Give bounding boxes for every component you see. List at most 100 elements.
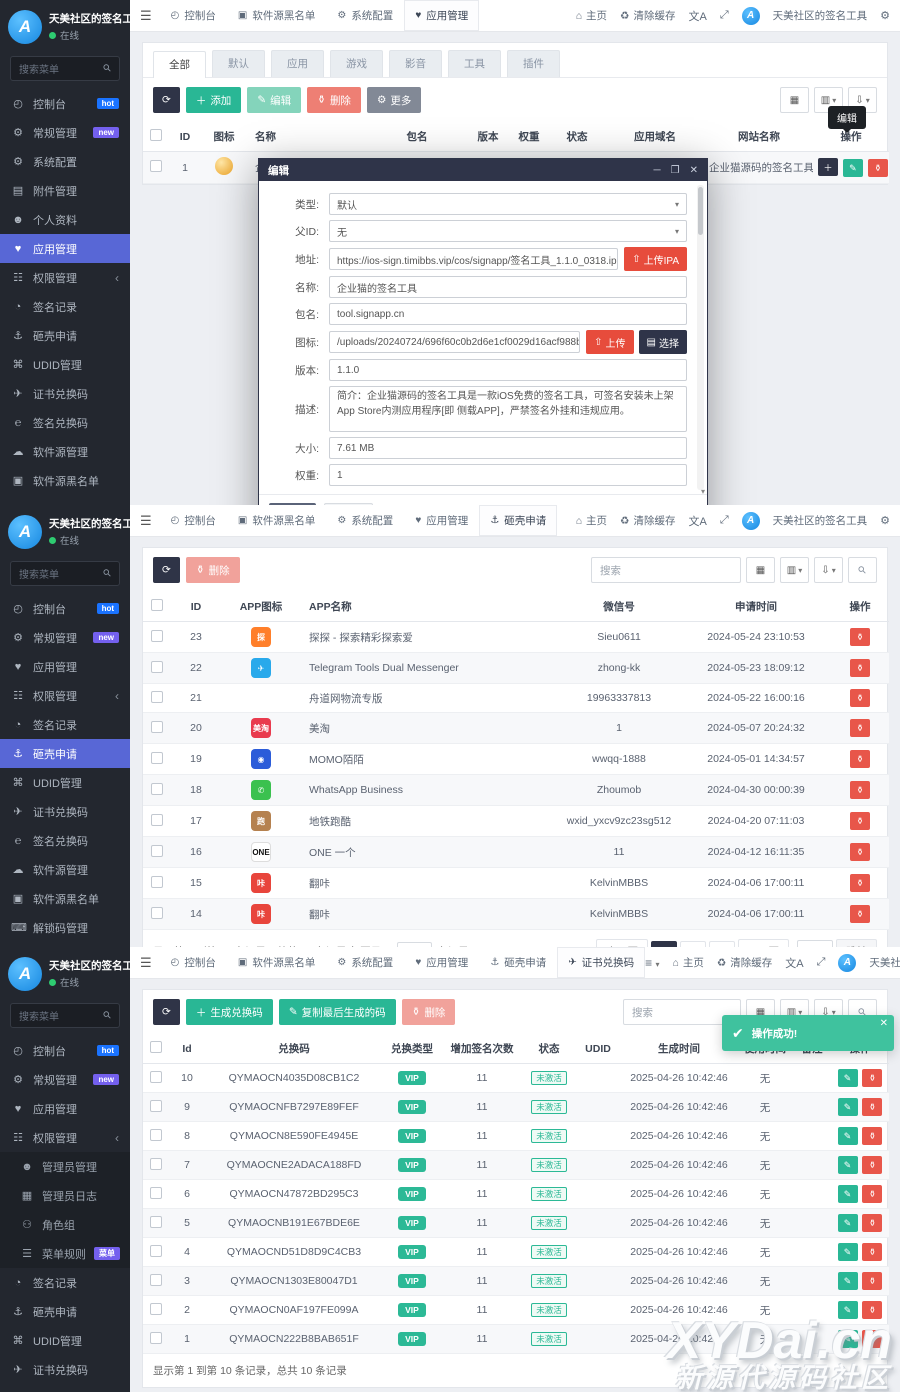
row-delete-button[interactable]: ⚱ (850, 812, 870, 830)
sidebar-item[interactable]: ♥ 应用管理 ‹ (0, 1094, 130, 1123)
sidebar-search-input[interactable]: 搜索菜单 ⚲ (10, 56, 120, 81)
search-icon[interactable]: ⚲ (848, 557, 877, 583)
row-delete-button[interactable]: ⚱ (850, 659, 870, 677)
row-edit-button[interactable]: ✎ (842, 159, 863, 177)
row-delete-button[interactable]: ⚱ (867, 159, 888, 177)
category-tab[interactable]: 应用 (271, 50, 324, 77)
row-checkbox[interactable] (150, 1273, 162, 1286)
nav-tab[interactable]: ▣ 软件源黑名单 (237, 957, 316, 969)
minimize-icon[interactable]: ─ (653, 164, 661, 176)
weight-field[interactable]: 1 (329, 464, 687, 486)
nav-tab[interactable]: ♥ 应用管理 (415, 515, 469, 527)
row-checkbox[interactable] (150, 1186, 162, 1199)
sidebar-item[interactable]: ⌨ 解锁码管理 ‹ (0, 913, 130, 942)
reset-button[interactable]: 重置 (324, 503, 373, 505)
row-checkbox[interactable] (151, 720, 163, 733)
nav-tab[interactable]: ◴ 控制台 (170, 515, 216, 527)
jump-button[interactable]: 跳转 (836, 939, 877, 947)
row-checkbox[interactable] (150, 1244, 162, 1257)
avatar[interactable]: A (741, 511, 760, 530)
refresh-button[interactable]: ⟳ (153, 557, 180, 583)
row-delete-button[interactable]: ⚱ (850, 781, 870, 799)
menu-toggle-icon[interactable]: ☰ (140, 7, 152, 23)
nav-tab[interactable]: ⚙ 系统配置 (337, 10, 394, 22)
fullscreen-icon[interactable]: ⤢ (719, 9, 729, 21)
row-checkbox[interactable] (150, 1331, 162, 1344)
icon-path-field[interactable]: /uploads/20240724/696f60c0b2d6e1cf0029d1… (329, 331, 581, 353)
sidebar-item[interactable]: ◴ 控制台 hot ‹ (0, 89, 130, 118)
sidebar-item[interactable]: ✈ 证书兑换码 ‹ (0, 1355, 130, 1384)
sidebar-item[interactable]: ℮ 签名兑换码 ‹ (0, 408, 130, 437)
nav-tab[interactable]: ▣ 软件源黑名单 (237, 10, 316, 22)
home-link[interactable]: ⌂ 主页 (575, 514, 608, 528)
sidebar-item[interactable]: ◔ 签名记录 ‹ (0, 292, 130, 321)
version-field[interactable]: 1.1.0 (329, 359, 687, 381)
row-checkbox[interactable] (151, 629, 163, 642)
delete-button[interactable]: ⚱ 删除 (307, 87, 361, 113)
sidebar-item[interactable]: ◴ 控制台 hot ‹ (0, 1036, 130, 1065)
select-all-checkbox[interactable] (150, 1041, 162, 1053)
row-delete-button[interactable]: ⚱ (862, 1243, 883, 1261)
size-field[interactable]: 7.61 MB (329, 437, 687, 459)
description-textarea[interactable]: 简介：企业猫源码的签名工具是一款iOS免费的签名工具，可签名安装未上架App S… (329, 386, 687, 432)
row-delete-button[interactable]: ⚱ (850, 843, 870, 861)
row-checkbox[interactable] (150, 1157, 162, 1170)
row-delete-button[interactable]: ⚱ (850, 628, 870, 646)
row-edit-button[interactable]: ✎ (837, 1214, 858, 1232)
row-edit-button[interactable]: ✎ (837, 1098, 858, 1116)
home-link[interactable]: ⌂ 主页 (672, 956, 704, 970)
row-delete-button[interactable]: ⚱ (862, 1185, 883, 1203)
row-checkbox[interactable] (150, 1070, 162, 1083)
settings-icon[interactable]: ⚙ (880, 515, 890, 527)
sidebar-search-input[interactable]: 搜索菜单 ⚲ (10, 561, 120, 586)
refresh-button[interactable]: ⟳ (153, 999, 180, 1025)
row-checkbox[interactable] (151, 690, 163, 703)
avatar[interactable]: A (741, 6, 760, 25)
sidebar-item[interactable]: ⚙ 系统配置 ‹ (0, 147, 130, 176)
generate-code-button[interactable]: ＋生成兑换码 (185, 999, 273, 1025)
row-checkbox[interactable] (150, 1128, 162, 1141)
row-delete-button[interactable]: ⚱ (850, 719, 870, 737)
nav-tab[interactable]: ♥ 应用管理 (415, 957, 469, 969)
row-delete-button[interactable]: ⚱ (850, 874, 870, 892)
more-button[interactable]: ⚙ 更多 (366, 87, 422, 113)
row-edit-button[interactable]: ✎ (837, 1243, 858, 1261)
columns-icon[interactable]: ▥ ▾ (780, 557, 809, 583)
row-add-button[interactable]: ＋ (818, 158, 838, 176)
row-checkbox[interactable] (151, 782, 163, 795)
sidebar-item[interactable]: ☰ 菜单规则 菜单 ‹ (0, 1239, 130, 1268)
category-tab[interactable]: 影音 (389, 50, 442, 77)
delete-button[interactable]: ⚱ 删除 (185, 557, 240, 583)
sidebar-item[interactable]: ◔ 签名记录 ‹ (0, 710, 130, 739)
copy-last-code-button[interactable]: ✎ 复制最后生成的码 (278, 999, 396, 1025)
upload-icon-button[interactable]: ⇧ 上传 (586, 330, 634, 354)
row-delete-button[interactable]: ⚱ (862, 1214, 883, 1232)
maximize-icon[interactable]: ❐ (670, 164, 680, 176)
delete-button[interactable]: ⚱ 删除 (401, 999, 456, 1025)
sidebar-item[interactable]: ⚓ 砸壳申请 ‹ (0, 739, 130, 768)
clear-cache-link[interactable]: ♻ 清除缓存 (620, 514, 676, 528)
sidebar-item[interactable]: ♥ 应用管理 ‹ (0, 234, 130, 263)
menu-toggle-icon[interactable]: ☰ (140, 512, 152, 528)
nav-tab[interactable]: ⚙ 系统配置 (337, 515, 394, 527)
nav-tab[interactable]: ✈ 证书兑换码 (557, 947, 646, 978)
category-tab[interactable]: 工具 (448, 50, 501, 77)
sidebar-item[interactable]: ✈ 证书兑换码 ‹ (0, 379, 130, 408)
row-delete-button[interactable]: ⚱ (862, 1330, 883, 1348)
page-number-button[interactable]: 1 (650, 940, 677, 947)
user-name[interactable]: 天美社区的签名工具 (772, 515, 868, 527)
row-delete-button[interactable]: ⚱ (850, 905, 870, 923)
scroll-down-icon[interactable]: ▾ (700, 487, 705, 496)
translate-icon[interactable]: 文A (688, 10, 707, 23)
row-checkbox[interactable] (151, 875, 163, 888)
fullscreen-icon[interactable]: ⤢ (816, 956, 826, 968)
select-all-checkbox[interactable] (150, 129, 162, 141)
row-edit-button[interactable]: ✎ (837, 1127, 858, 1145)
sidebar-item[interactable]: ▣ 软件源黑名单 ‹ (0, 466, 130, 495)
nav-tab[interactable]: ▣ 软件源黑名单 (237, 515, 316, 527)
row-checkbox[interactable] (151, 844, 163, 857)
sidebar-item[interactable]: ⚙ 常规管理 new ‹ (0, 118, 130, 147)
nav-tab[interactable]: ♥ 应用管理 (404, 0, 480, 31)
sidebar-item[interactable]: ☷ 权限管理 ‹ (0, 681, 130, 710)
sidebar-item[interactable]: ⌘ UDID管理 ‹ (0, 350, 130, 379)
